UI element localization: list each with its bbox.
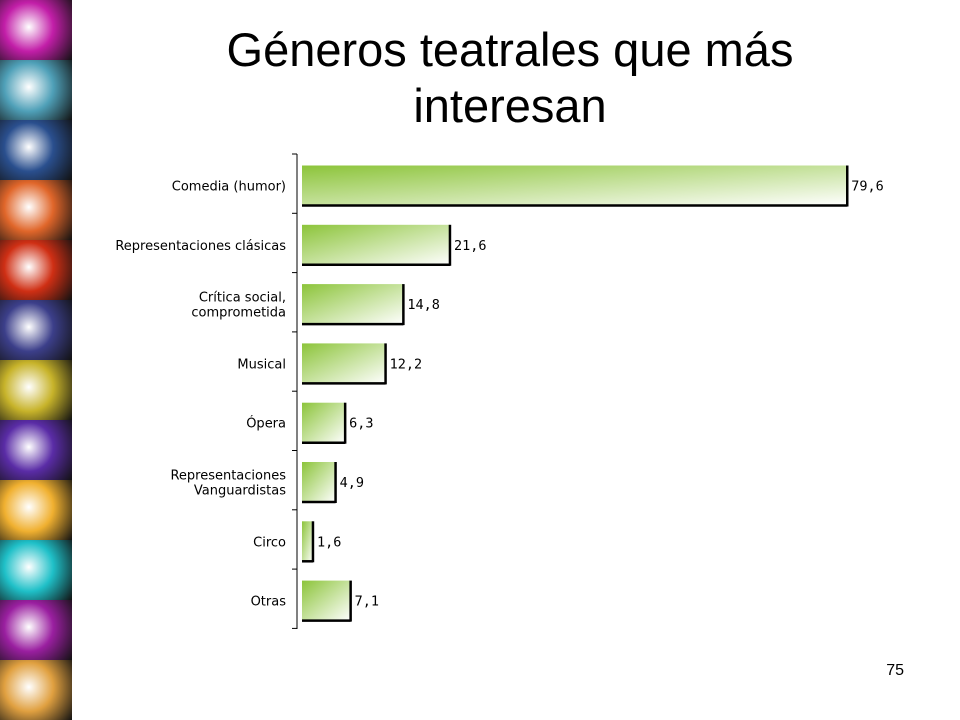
photo-tile — [0, 480, 72, 540]
photo-tile — [0, 660, 72, 720]
value-label: 6,3 — [349, 416, 373, 432]
photo-tile — [0, 600, 72, 660]
value-label: 4,9 — [340, 475, 364, 491]
value-label: 14,8 — [407, 297, 440, 313]
photo-strip — [0, 0, 72, 720]
category-label: Otras — [251, 595, 287, 610]
category-label: Comedia (humor) — [172, 180, 286, 195]
category-label: Musical — [237, 357, 286, 372]
value-label: 1,6 — [317, 534, 341, 550]
photo-tile — [0, 240, 72, 300]
value-label: 21,6 — [454, 238, 487, 254]
bar — [302, 284, 404, 325]
bar — [302, 224, 450, 265]
category-label: Circo — [253, 535, 286, 550]
photo-tile — [0, 540, 72, 600]
category-label: Ópera — [246, 416, 286, 432]
bar — [302, 580, 351, 621]
category-label: Representaciones Vanguardistas — [170, 469, 286, 499]
value-label: 12,2 — [390, 356, 423, 372]
bar — [302, 521, 313, 562]
slide-title: Géneros teatrales que más interesan — [226, 23, 794, 132]
category-label: Representaciones clásicas — [115, 239, 286, 254]
value-label: 79,6 — [851, 179, 884, 195]
value-label: 7,1 — [355, 594, 379, 610]
bar — [302, 462, 336, 502]
photo-tile — [0, 300, 72, 360]
page-number: 75 — [886, 662, 904, 679]
photo-tile — [0, 420, 72, 480]
photo-tile — [0, 180, 72, 240]
photo-tile — [0, 0, 72, 60]
bar — [302, 343, 386, 384]
photo-tile — [0, 120, 72, 180]
photo-tile — [0, 360, 72, 420]
bar — [302, 165, 848, 206]
bar — [302, 402, 346, 443]
photo-tile — [0, 60, 72, 120]
category-label: Crítica social, comprometida — [191, 291, 286, 321]
